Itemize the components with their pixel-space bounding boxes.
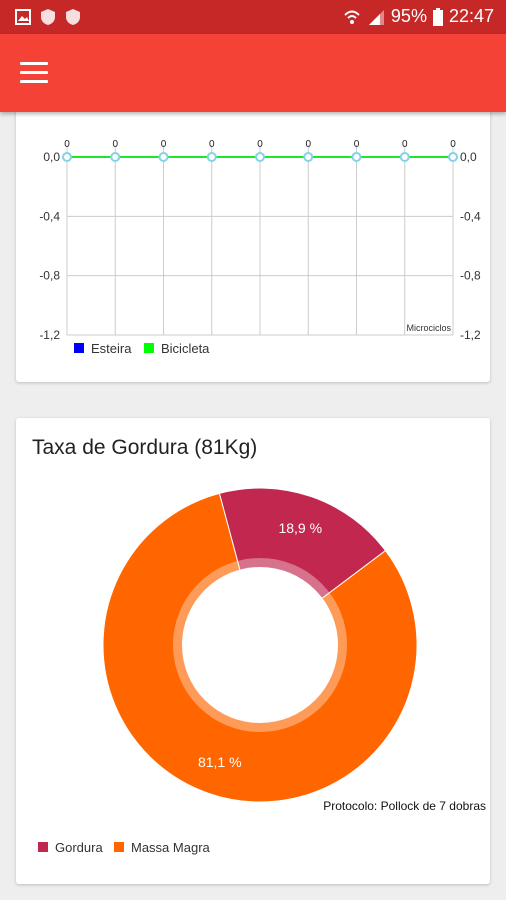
legend-swatch-esteira <box>74 343 84 353</box>
data-label: 0 <box>161 139 167 150</box>
shield-icon <box>66 9 80 25</box>
data-label: 0 <box>257 139 263 150</box>
data-point <box>303 152 314 162</box>
wifi-icon <box>344 10 360 24</box>
data-point <box>158 152 169 162</box>
system-icons: 95% 22:47 <box>343 6 494 27</box>
data-point <box>206 152 217 162</box>
protocol-note: Protocolo: Pollock de 7 dobras <box>323 799 486 813</box>
legend-swatch-bicicleta <box>144 343 154 353</box>
legend-swatch-gordura <box>38 842 48 852</box>
clock: 22:47 <box>448 6 494 26</box>
microcycle-line-chart: 0,0 0,0 -0,4 -0,4 -0,8 -0,8 -1,2 -1,2 0 0 0 0 0 0 0 0 0 M… <box>39 139 481 356</box>
data-label: 0 <box>305 139 311 150</box>
y-tick-label-left: -1,2 <box>39 328 60 342</box>
data-label: 0 <box>112 139 118 150</box>
hamburger-menu-icon[interactable] <box>20 62 48 84</box>
chart-title: Taxa de Gordura (81Kg) <box>32 436 258 459</box>
data-point <box>255 152 265 162</box>
y-tick-label-left: -0,4 <box>39 209 60 223</box>
legend-label-bicicleta: Bicicleta <box>161 341 210 356</box>
legend-swatch-massa-magra <box>114 842 124 852</box>
slice-label-gordura: 18,9 % <box>278 520 322 536</box>
legend-label-massa-magra: Massa Magra <box>131 840 211 855</box>
data-label: 0 <box>402 139 408 150</box>
y-tick-label-right: -0,4 <box>460 209 481 223</box>
y-tick-label-left: 0,0 <box>43 150 60 164</box>
y-tick-label-right: 0,0 <box>460 150 477 164</box>
y-tick-label-right: -0,8 <box>460 269 481 283</box>
app-bar <box>0 34 506 112</box>
data-label: 0 <box>354 139 360 150</box>
body-fat-donut-chart: 18,9 % 81,1 % Protocolo: Pollock de 7 dobr… <box>38 487 486 855</box>
battery-percent: 95% <box>390 6 427 26</box>
legend-label-esteira: Esteira <box>91 341 132 356</box>
legend-label-gordura: Gordura <box>55 840 103 855</box>
donut-hole <box>182 567 338 723</box>
body-fat-card: Taxa de Gordura (81Kg) 18,9 % 81,1 % Proto… <box>16 418 490 884</box>
data-point <box>448 152 458 162</box>
image-icon <box>15 9 31 25</box>
data-point <box>110 152 121 162</box>
y-tick-label-left: -0,8 <box>39 269 60 283</box>
data-point <box>62 152 72 162</box>
data-label: 0 <box>450 139 456 150</box>
battery-icon <box>432 7 443 26</box>
data-label: 0 <box>64 139 70 150</box>
notification-icons <box>14 8 82 26</box>
training-chart-card: 0,0 0,0 -0,4 -0,4 -0,8 -0,8 -1,2 -1,2 0 0 0 0 0 0 0 0 0 M… <box>16 100 490 382</box>
x-axis-label: Microciclos <box>406 323 451 333</box>
data-label: 0 <box>209 139 215 150</box>
data-point <box>399 152 410 162</box>
y-tick-label-right: -1,2 <box>460 328 481 342</box>
status-bar: 95% 22:47 <box>0 0 506 34</box>
signal-icon <box>368 9 384 25</box>
shield-icon <box>41 9 55 25</box>
data-point <box>351 152 362 162</box>
slice-label-massa-magra: 81,1 % <box>198 754 242 770</box>
